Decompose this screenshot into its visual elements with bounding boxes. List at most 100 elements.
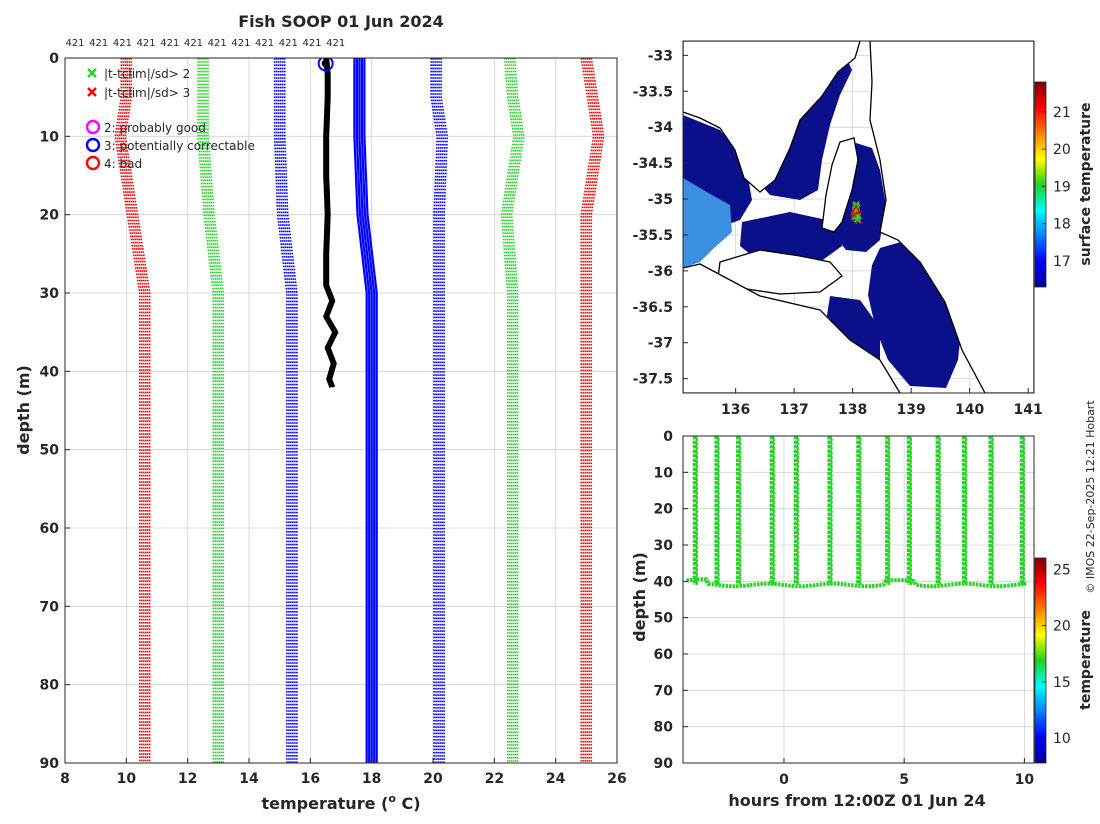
profile-y-tick-label: 70 — [40, 599, 60, 615]
climatology-mean-line — [360, 58, 376, 763]
profile-xlabel-part3: C) — [396, 794, 421, 813]
map-axes-frame — [682, 40, 1035, 394]
climatology-envelope-line — [436, 58, 445, 763]
timeseries-colorbar-tick-label: 20 — [1053, 619, 1071, 635]
climatology-envelope-line — [432, 58, 441, 763]
timeseries-x-tick-label: 0 — [779, 772, 789, 788]
climatology-envelope-line — [580, 58, 595, 763]
legend-label-5: 4: bad — [104, 157, 142, 171]
timeseries-y-tick-label: 70 — [654, 683, 674, 699]
profile-x-tick-label: 20 — [423, 771, 443, 787]
map-colorbar-label: surface temperature — [1078, 102, 1094, 265]
land-mainland-east — [869, 41, 1034, 393]
map-x-ticks: 136 137 138 139 140 141 — [721, 388, 1043, 418]
climatology-envelope-line — [201, 58, 219, 763]
profile-top-labels: 421 421 421 421 421 421 421 421 421 421 421 421 — [65, 38, 345, 49]
profile-top-label: 421 — [89, 38, 108, 49]
legend-label-3: 2: probably good — [104, 121, 206, 135]
profile-x-tick-label: 14 — [239, 771, 259, 787]
climatology-envelope-line — [197, 58, 215, 763]
climatology-envelope-line — [273, 58, 288, 763]
profile-x-tick-label: 18 — [362, 771, 381, 787]
sst-warm-shelf — [683, 178, 732, 268]
profile-y-tick-label: 60 — [40, 521, 60, 537]
legend-marker-circle-red — [85, 155, 101, 171]
timeseries-colorbar-tick-label: 25 — [1053, 562, 1071, 578]
climatology-envelope-line — [120, 58, 147, 763]
timeseries-y-tick-label: 0 — [663, 429, 673, 445]
profile-x-tick-label: 22 — [485, 771, 504, 787]
legend-label-1: |t-tclim|/sd> 2 — [104, 67, 190, 81]
legend-label-4: 3: potentially correctable — [104, 139, 255, 153]
climatology-mean-line — [355, 58, 371, 763]
profile-line — [326, 58, 339, 388]
profile-x-tick-label: 12 — [178, 771, 197, 787]
map-y-tick-label: -35.5 — [633, 228, 673, 244]
profile-top-label: 421 — [113, 38, 132, 49]
map-x-tick-label: 139 — [897, 402, 926, 418]
legend-label-2: |t-tclim|/sd> 3 — [104, 86, 190, 100]
profile-xlabel-part1: temperature ( — [261, 794, 388, 813]
timeseries-y-tick-label: 90 — [654, 756, 674, 772]
timeseries-plot-area — [683, 436, 1034, 763]
profile-y-tick-label: 80 — [40, 678, 60, 694]
climatology-envelope-line — [122, 58, 149, 763]
profile-y-tick-label: 50 — [40, 443, 60, 459]
map-colorbar-tick-label: 18 — [1053, 217, 1071, 233]
climatology-envelope-line — [283, 58, 298, 763]
climatology-envelope-line — [277, 58, 292, 763]
land-yorke-peninsula — [821, 137, 859, 233]
map-y-tick-label: -35 — [648, 192, 673, 208]
copyright-text: © IMOS 22-Sep-2025 12:21 Hobart — [1084, 400, 1097, 594]
timeseries-x-axis-label: hours from 12:00Z 01 Jun 24 — [728, 791, 985, 810]
climatology-mean-line — [358, 58, 373, 763]
map-x-tick-label: 141 — [1014, 402, 1043, 418]
climatology-envelope-line — [275, 58, 290, 763]
climatology-envelope-line — [504, 58, 519, 763]
map-colorbar-tick-label: 21 — [1053, 105, 1071, 121]
map-x-tick-label: 138 — [838, 402, 867, 418]
profile-y-tick-label: 10 — [40, 129, 60, 145]
timeseries-colorbar — [1034, 557, 1047, 764]
climatology-lines — [114, 58, 605, 763]
climatology-envelope-line — [590, 58, 605, 763]
profile-series — [317, 58, 339, 388]
profile-gridlines — [65, 58, 617, 763]
climatology-envelope-line — [205, 58, 223, 763]
timeseries-y-tick-label: 30 — [654, 538, 674, 554]
timeseries-y-tick-label: 20 — [654, 502, 674, 518]
profile-top-label: 421 — [326, 38, 345, 49]
profile-x-tick-label: 10 — [117, 771, 137, 787]
map-y-tick-label: -37.5 — [633, 372, 673, 388]
timeseries-y-axis-label: depth (m) — [630, 552, 649, 642]
profile-top-label: 421 — [208, 38, 227, 49]
profile-top-label: 421 — [160, 38, 179, 49]
map-y-tick-label: -36.5 — [633, 300, 673, 316]
climatology-envelope-line — [586, 58, 601, 763]
timeseries-y-tick-label: 80 — [654, 720, 674, 736]
climatology-envelope-line — [279, 58, 294, 763]
profile-x-axis-label: temperature (o C) — [261, 792, 420, 813]
climatology-envelope-line — [116, 58, 143, 763]
map-colorbar-tick-label: 19 — [1053, 179, 1071, 195]
legend-marker-x-red — [87, 87, 97, 97]
profile-x-tick-label: 8 — [60, 771, 70, 787]
profile-y-tick-label: 0 — [49, 51, 59, 67]
climatology-envelope-line — [430, 58, 439, 763]
climatology-envelope-line — [199, 58, 217, 763]
timeseries-y-tick-label: 60 — [654, 647, 674, 663]
legend-marker-x-green — [87, 68, 97, 78]
climatology-envelope-line — [440, 58, 449, 763]
profile-panel: 8 10 12 14 16 18 20 22 24 26 0102030405060708090 … — [14, 38, 627, 813]
timeseries-axes-frame — [682, 435, 1035, 764]
map-track — [850, 201, 863, 225]
profile-top-label: 421 — [255, 38, 274, 49]
profile-y-tick-label: 40 — [40, 364, 60, 380]
timeseries-colorbar-ticks: 10 15 20 25 — [1042, 562, 1071, 747]
timeseries-y-tick-label: 40 — [654, 574, 674, 590]
flag-marker-point — [321, 59, 330, 68]
climatology-mean-line — [363, 58, 378, 763]
profile-y-tick-label: 30 — [40, 286, 60, 302]
climatology-mean-line — [353, 58, 368, 763]
